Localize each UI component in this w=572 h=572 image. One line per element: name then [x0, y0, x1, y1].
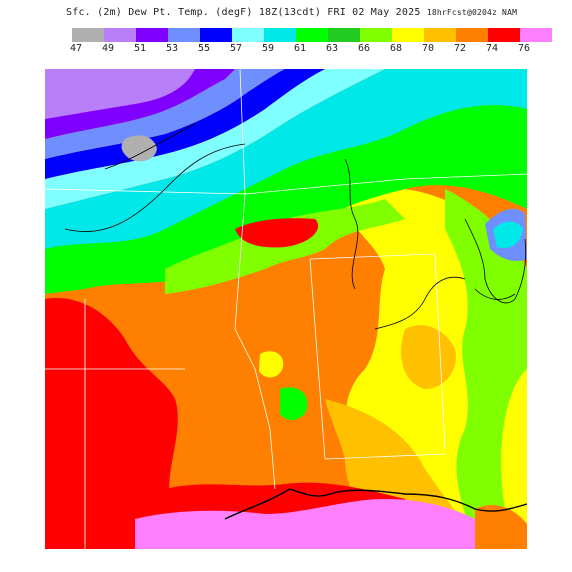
blue-band-north	[45, 69, 325, 179]
grey-patch-nw	[121, 135, 157, 162]
state-borders	[45, 69, 527, 549]
legend-swatch	[424, 28, 456, 42]
legend-swatch	[200, 28, 232, 42]
legend-swatch	[104, 28, 136, 42]
legend-swatch	[296, 28, 328, 42]
legend-label: 59	[261, 43, 275, 54]
legend-swatch	[168, 28, 200, 42]
gulf-pink	[135, 499, 475, 549]
lavender-region-nw	[45, 69, 195, 119]
legend-label: 57	[229, 43, 243, 54]
dew-point-map	[45, 69, 527, 549]
cyan-patch-east	[493, 221, 523, 249]
legend-label: 55	[197, 43, 211, 54]
light-cyan-band-north	[45, 69, 385, 209]
legend-swatch	[264, 28, 296, 42]
lime-region-east	[445, 189, 527, 549]
legend-label: 74	[485, 43, 499, 54]
legend-swatch	[360, 28, 392, 42]
green-patch-central	[280, 387, 308, 421]
title-suffix: 18hrFcst@0204z NAM	[426, 8, 518, 17]
legend-label: 51	[133, 43, 147, 54]
legend-swatch	[520, 28, 552, 42]
legend-label: 63	[325, 43, 339, 54]
legend-label: 49	[101, 43, 115, 54]
legend-label: 72	[453, 43, 467, 54]
map-canvas	[45, 69, 527, 549]
red-streak-central	[235, 218, 319, 248]
legend-swatch	[232, 28, 264, 42]
legend-swatch	[456, 28, 488, 42]
legend-swatch	[328, 28, 360, 42]
gulf-coastline	[224, 488, 527, 520]
legend-label: 53	[165, 43, 179, 54]
map-title: Sfc. (2m) Dew Pt. Temp. (degF) 18Z(13cdt…	[66, 7, 517, 18]
periwinkle-band-north	[45, 69, 285, 159]
color-legend	[72, 28, 552, 42]
gold-patch-east	[401, 325, 456, 389]
legend-swatch	[392, 28, 424, 42]
legend-label: 61	[293, 43, 307, 54]
legend-label: 66	[357, 43, 371, 54]
yellow-patch-central	[259, 351, 284, 378]
legend-label: 70	[421, 43, 435, 54]
legend-label: 68	[389, 43, 403, 54]
green-band-north	[45, 105, 527, 294]
title-main: Sfc. (2m) Dew Pt. Temp. (degF) 18Z(13cdt…	[66, 7, 421, 18]
legend-label: 47	[69, 43, 83, 54]
legend-label: 76	[517, 43, 531, 54]
legend-swatch	[136, 28, 168, 42]
legend-swatch	[488, 28, 520, 42]
legend-swatch	[72, 28, 104, 42]
terrain-contours	[64, 123, 527, 330]
red-region-west	[45, 298, 178, 549]
se-coast-orange	[475, 504, 527, 549]
cyan-band-north	[45, 69, 527, 249]
